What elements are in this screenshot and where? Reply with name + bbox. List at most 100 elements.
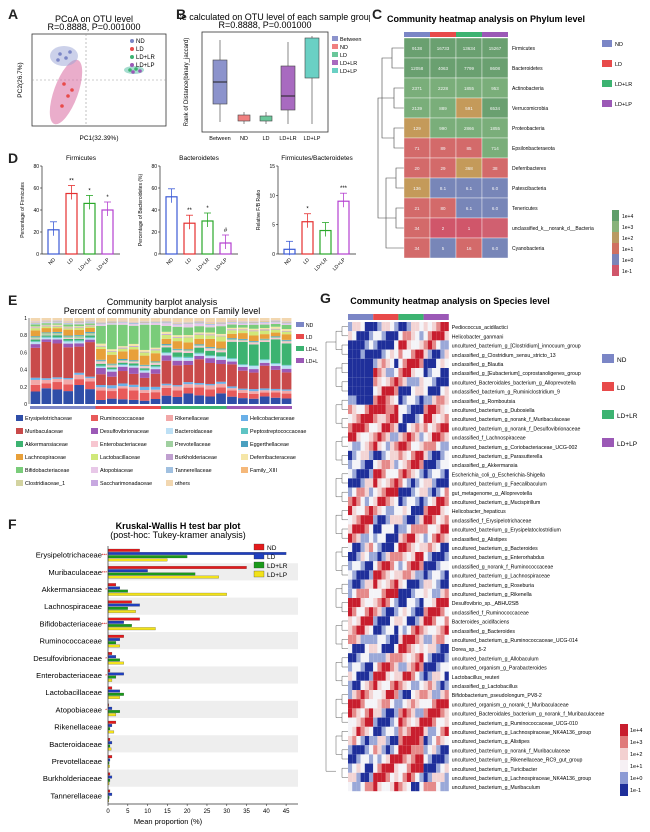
family-bar-segment (85, 381, 95, 390)
family-bar-segment (270, 326, 281, 329)
species-cell (402, 524, 407, 534)
species-cell (406, 579, 411, 589)
species-cell (436, 506, 441, 516)
species-cell (394, 340, 399, 350)
species-cell (406, 404, 411, 414)
legend-swatch (16, 441, 23, 447)
family-bar-segment (52, 331, 63, 333)
bar-chart-category: LD (66, 257, 75, 266)
family-bar-segment (161, 334, 172, 339)
pcoa-legend-nd: ND (136, 39, 145, 45)
phylum-row-label: Verrucomicrobia (512, 106, 548, 112)
family-bar-segment (117, 388, 128, 400)
species-cell (419, 717, 424, 727)
species-cell (377, 782, 382, 792)
species-cell (373, 782, 378, 792)
species-row-label: uncultured_bacterium_g_Lachnospiraceae_N… (452, 776, 591, 782)
species-cell (360, 386, 365, 396)
species-cell (406, 395, 411, 405)
species-cell (415, 432, 420, 442)
species-cell (444, 754, 449, 764)
species-cell (411, 598, 416, 608)
phylum-cell-value: 990 (439, 126, 447, 131)
boxplot-legend-item: LD+LR (340, 61, 357, 67)
species-cell (369, 496, 374, 506)
family-bar-segment (183, 360, 194, 365)
boxplot-cat-ld: LD (262, 136, 269, 142)
species-cell (373, 671, 378, 681)
species-cell (394, 745, 399, 755)
family-bar-segment (270, 318, 281, 321)
phylum-row-label: Tenericutes (512, 206, 538, 212)
species-cell (352, 386, 357, 396)
panel-label-f: F (8, 516, 17, 532)
species-cell (394, 515, 399, 525)
species-cell (419, 699, 424, 709)
species-cell (352, 377, 357, 387)
species-cell (406, 515, 411, 525)
species-cell (423, 377, 428, 387)
species-row-label: uncultured_bacterium_g_Faecalibaculum (452, 482, 547, 488)
family-bar-segment (248, 323, 259, 325)
kw-xlabel: Mean proportion (%) (134, 817, 203, 826)
species-cell (373, 515, 378, 525)
species-cell (423, 653, 428, 663)
species-cell (381, 644, 386, 654)
species-cell (381, 634, 386, 644)
panel-label-a: A (8, 6, 19, 22)
family-bar-segment (205, 318, 215, 323)
family-bar-segment (96, 387, 106, 391)
panel-label-d: D (8, 150, 19, 166)
species-cell (432, 772, 437, 782)
species-cell (348, 395, 353, 405)
species-cell (360, 322, 365, 332)
species-cell (423, 487, 428, 497)
species-cell (419, 386, 424, 396)
bar-chart-category: LD+LP (96, 257, 112, 273)
family-bar-segment (150, 366, 161, 368)
species-cell (348, 524, 353, 534)
species-cell (394, 708, 399, 718)
species-cell (377, 754, 382, 764)
species-cell (348, 690, 353, 700)
species-cell (411, 561, 416, 571)
species-cell (436, 460, 441, 470)
species-cell (348, 386, 353, 396)
species-cell (381, 598, 386, 608)
species-cell (348, 469, 353, 479)
species-cell (419, 708, 424, 718)
species-cell (352, 414, 357, 424)
species-cell (385, 368, 390, 378)
kw-family-label: Lachnospiraceae (44, 602, 102, 611)
species-cell (415, 616, 420, 626)
species-cell (369, 340, 374, 350)
family-bar-segment (30, 324, 41, 327)
species-cell (415, 736, 420, 746)
species-cell (427, 552, 432, 562)
species-cell (440, 736, 445, 746)
legend-swatch (91, 415, 98, 421)
family-group-strip (95, 406, 161, 409)
species-tree-branch (341, 326, 348, 336)
family-bar-segment (96, 359, 106, 361)
species-cell (440, 772, 445, 782)
species-cell (423, 644, 428, 654)
species-cell (394, 736, 399, 746)
scale-swatch (620, 736, 628, 748)
species-cell (440, 644, 445, 654)
species-cell (369, 772, 374, 782)
species-cell (348, 634, 353, 644)
species-cell (406, 441, 411, 451)
species-cell (406, 542, 411, 552)
family-bar-segment (63, 384, 74, 392)
species-cell (444, 450, 449, 460)
kw-bar (107, 741, 113, 745)
family-bar-segment (117, 399, 128, 404)
species-cell (436, 579, 441, 589)
species-cell (356, 782, 361, 792)
species-cell (356, 717, 361, 727)
species-cell (373, 690, 378, 700)
species-cell (432, 496, 437, 506)
species-cell (373, 395, 378, 405)
